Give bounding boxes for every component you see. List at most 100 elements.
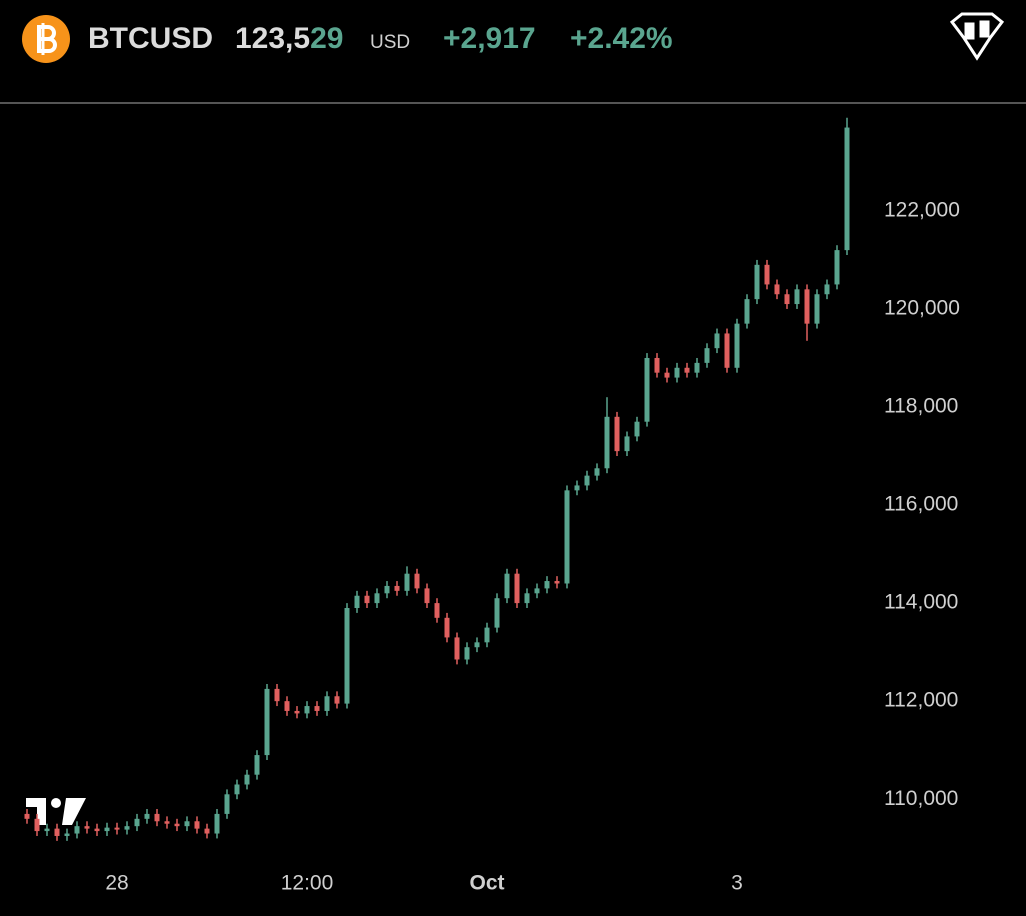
candle-body <box>524 593 530 604</box>
candle-body <box>624 436 630 452</box>
candle-body <box>514 573 520 604</box>
candle-body <box>404 573 410 591</box>
candle-body <box>734 323 740 368</box>
y-tick-label: 110,000 <box>884 787 958 810</box>
currency: USD <box>370 32 410 53</box>
candle-body <box>314 706 320 711</box>
change: +2,917 <box>443 22 536 55</box>
candle-body <box>114 827 120 830</box>
candle-body <box>644 357 650 422</box>
candle-body <box>704 348 710 363</box>
y-tick-label: 116,000 <box>884 493 958 516</box>
candle-body <box>484 627 490 643</box>
candle-body <box>764 264 770 285</box>
candle-body <box>194 821 200 829</box>
candle-body <box>834 250 840 285</box>
y-tick-label: 120,000 <box>884 296 960 319</box>
candle-body <box>234 784 240 795</box>
bitcoin-icon <box>22 15 70 63</box>
candle-body <box>554 581 560 584</box>
y-tick-label: 122,000 <box>884 198 960 221</box>
candle-body <box>674 367 680 378</box>
candle-body <box>214 813 220 834</box>
candle-body <box>64 833 70 836</box>
candle-body <box>94 828 100 832</box>
indicator-icon[interactable] <box>949 12 1005 61</box>
candle-body <box>594 468 600 476</box>
candle-body <box>614 416 620 452</box>
candle-body <box>54 828 60 836</box>
candle-body <box>434 603 440 618</box>
candle-body <box>134 818 140 827</box>
candle-body <box>604 416 610 469</box>
candle-body <box>374 593 380 604</box>
candle-body <box>384 585 390 594</box>
candle-body <box>414 573 420 589</box>
candle-body <box>334 696 340 704</box>
candle-body <box>154 813 160 822</box>
candle-body <box>144 813 150 819</box>
candle-body <box>394 585 400 591</box>
candle-body <box>274 688 280 702</box>
candle-body <box>294 710 300 714</box>
candle-body <box>344 608 350 704</box>
candle-body <box>584 475 590 486</box>
candle-body <box>424 588 430 604</box>
candle-body <box>654 357 660 373</box>
candle-body <box>354 595 360 609</box>
candle-body <box>444 617 450 638</box>
candle-body <box>254 755 260 775</box>
symbol: BTCUSD <box>88 22 213 55</box>
candle-body <box>174 823 180 827</box>
candle-body <box>474 642 480 648</box>
candle-body <box>634 421 640 437</box>
candle-body <box>24 813 30 819</box>
candle-body <box>664 372 670 378</box>
change-percent: +2.42% <box>570 22 673 55</box>
candle-body <box>464 647 470 660</box>
x-tick-label: Oct <box>469 872 504 895</box>
candle-body <box>454 637 460 660</box>
candle-body <box>754 264 760 300</box>
candle-body <box>494 598 500 628</box>
price: 123,529 <box>235 22 343 55</box>
candle-body <box>84 826 90 829</box>
candle-body <box>204 828 210 834</box>
tradingview-logo <box>26 798 86 825</box>
candle-body <box>104 827 110 832</box>
candle-body <box>264 688 270 756</box>
candle-body <box>724 333 730 368</box>
candle-body <box>44 828 50 832</box>
candle-body <box>164 821 170 824</box>
candle-body <box>804 289 810 324</box>
x-tick-label: 12:00 <box>281 872 334 895</box>
candle-body <box>504 573 510 599</box>
y-tick-label: 112,000 <box>884 689 958 712</box>
y-tick-label: 114,000 <box>884 591 958 614</box>
candle-body <box>224 794 230 814</box>
candle-body <box>304 706 310 714</box>
candle-body <box>794 289 800 305</box>
candle-body <box>74 826 80 834</box>
candle-body <box>714 333 720 349</box>
candle-body <box>694 362 700 373</box>
y-tick-label: 118,000 <box>884 395 958 418</box>
candle-body <box>824 284 830 295</box>
candle-body <box>564 490 570 584</box>
candle-body <box>844 127 850 251</box>
candle-body <box>774 284 780 295</box>
candle-body <box>324 696 330 711</box>
candle-body <box>534 588 540 594</box>
candle-body <box>364 595 370 604</box>
candle-body <box>124 826 130 830</box>
candle-body <box>744 299 750 324</box>
candle-body <box>184 821 190 827</box>
candle-body <box>34 818 40 832</box>
candle-body <box>284 701 290 711</box>
candle-body <box>814 294 820 324</box>
candle-body <box>244 774 250 785</box>
candle-body <box>544 581 550 589</box>
